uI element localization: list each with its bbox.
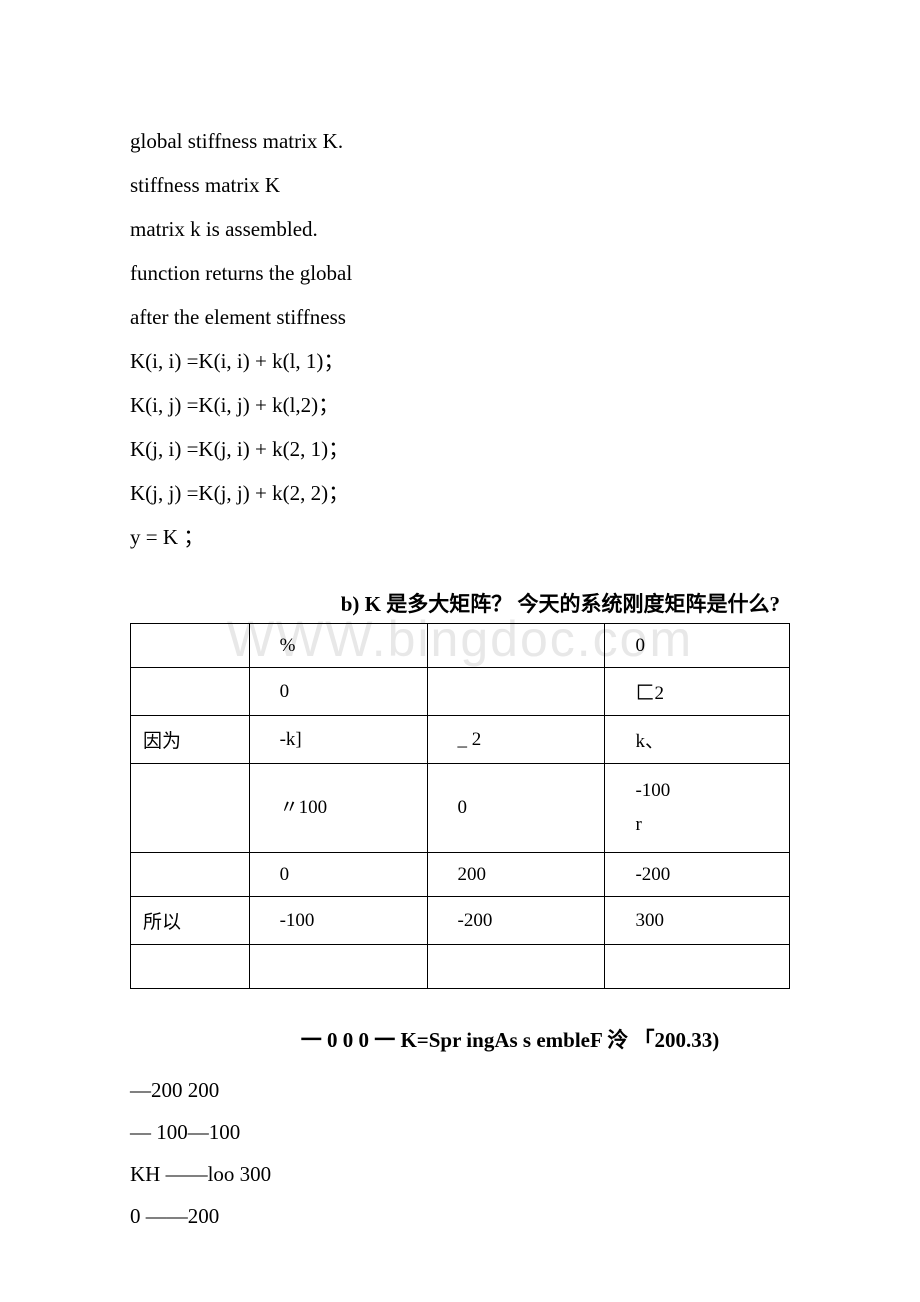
formula-block: —200 200 — 100—100 KH ——loo 300 0 ——200 xyxy=(130,1069,790,1237)
code-line: K(i, j) =K(i, j) + k(l,2)； xyxy=(130,384,790,426)
code-line: after the element stiffness xyxy=(130,296,790,338)
table-cell xyxy=(427,624,605,668)
table-cell: 0 xyxy=(249,853,427,897)
table-cell: 0 xyxy=(249,668,427,716)
formula-line: 0 ——200 xyxy=(130,1195,790,1237)
table-row: 0 200 -200 xyxy=(131,853,790,897)
table-cell: -100 r xyxy=(605,764,790,853)
table-cell xyxy=(131,853,250,897)
stiffness-table: % 0 0 匚2 因为 -k] _ 2 k、 〃100 0 -100 r 0 2… xyxy=(130,623,790,989)
table-row: 因为 -k] _ 2 k、 xyxy=(131,716,790,764)
table-cell xyxy=(131,945,250,989)
table-cell: 300 xyxy=(605,897,790,945)
formula-line: KH ——loo 300 xyxy=(130,1153,790,1195)
code-line: function returns the global xyxy=(130,252,790,294)
table-cell: -k] xyxy=(249,716,427,764)
table-cell xyxy=(131,668,250,716)
code-line: global stiffness matrix K. xyxy=(130,120,790,162)
table-cell: 200 xyxy=(427,853,605,897)
code-line: K(j, i) =K(j, i) + k(2, 1)； xyxy=(130,428,790,470)
code-line: K(i, i) =K(i, i) + k(l, 1)； xyxy=(130,340,790,382)
code-line: K(j, j) =K(j, j) + k(2, 2)； xyxy=(130,472,790,514)
table-row: % 0 xyxy=(131,624,790,668)
table-cell xyxy=(427,668,605,716)
table-cell: % xyxy=(249,624,427,668)
table-row xyxy=(131,945,790,989)
table-row: 所以 -100 -200 300 xyxy=(131,897,790,945)
table-row: 0 匚2 xyxy=(131,668,790,716)
table-cell: 0 xyxy=(427,764,605,853)
table-cell xyxy=(427,945,605,989)
code-line: matrix k is assembled. xyxy=(130,208,790,250)
table-cell: -200 xyxy=(427,897,605,945)
code-line: stiffness matrix K xyxy=(130,164,790,206)
table-cell: 因为 xyxy=(131,716,250,764)
table-row: 〃100 0 -100 r xyxy=(131,764,790,853)
table-cell xyxy=(249,945,427,989)
code-block: global stiffness matrix K. stiffness mat… xyxy=(130,120,790,558)
table-cell: k、 xyxy=(605,716,790,764)
table-cell: -200 xyxy=(605,853,790,897)
table-cell: 0 xyxy=(605,624,790,668)
table-cell: 所以 xyxy=(131,897,250,945)
formula-header: 一 0 0 0 一 K=Spr ingAs s embleF 泠 「200.33… xyxy=(130,1024,790,1054)
table-cell xyxy=(605,945,790,989)
table-cell: 〃100 xyxy=(249,764,427,853)
code-line: y = K ； xyxy=(130,516,790,558)
table-cell xyxy=(131,764,250,853)
formula-line: — 100—100 xyxy=(130,1111,790,1153)
formula-line: —200 200 xyxy=(130,1069,790,1111)
table-cell: -100 xyxy=(249,897,427,945)
table-cell: 匚2 xyxy=(605,668,790,716)
table-cell: _ 2 xyxy=(427,716,605,764)
table-cell xyxy=(131,624,250,668)
